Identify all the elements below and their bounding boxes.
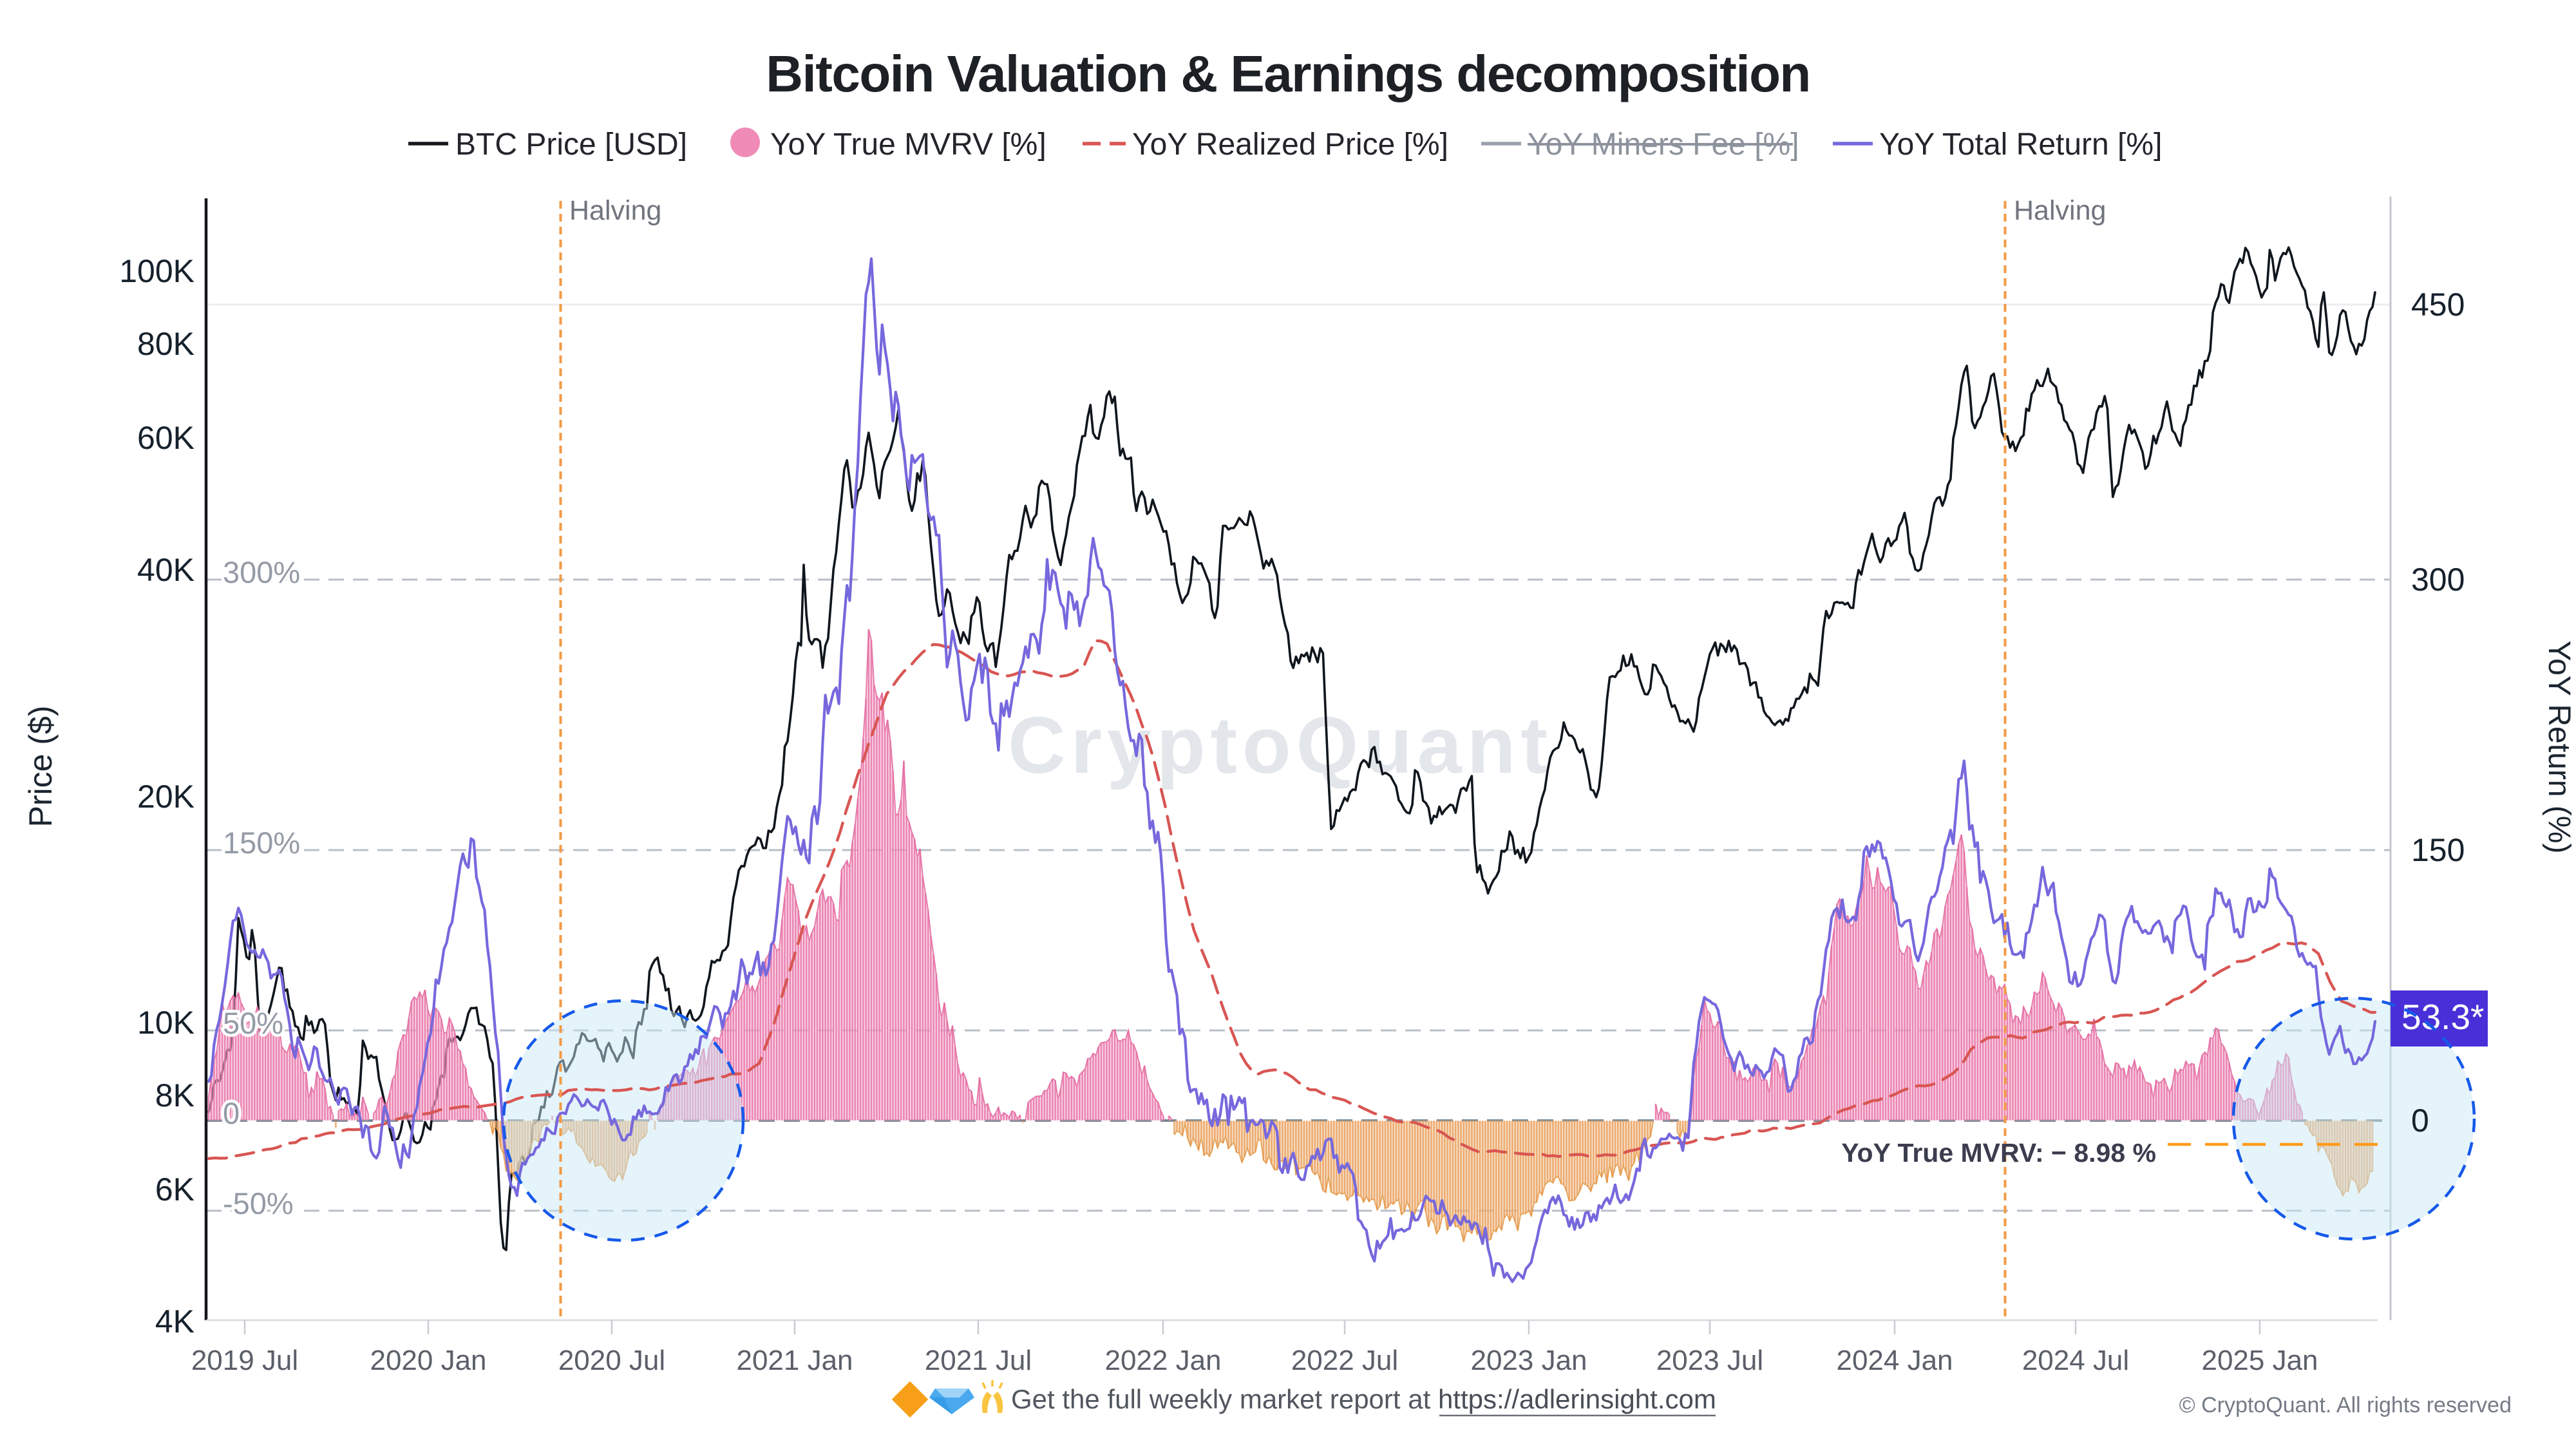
svg-text:40K: 40K: [137, 552, 194, 588]
svg-text:YoY True MVRV: − 8.98 %: YoY True MVRV: − 8.98 %: [1841, 1138, 2156, 1168]
svg-text:2025 Jan: 2025 Jan: [2201, 1345, 2318, 1376]
svg-text:53.3*: 53.3*: [2401, 997, 2484, 1037]
svg-text:YoY Realized Price [%]: YoY Realized Price [%]: [1132, 128, 1448, 162]
svg-text:2023 Jan: 2023 Jan: [1470, 1345, 1587, 1376]
svg-text:2019 Jul: 2019 Jul: [191, 1345, 298, 1376]
svg-text:YoY True MVRV [%]: YoY True MVRV [%]: [770, 128, 1046, 162]
svg-text:Price ($): Price ($): [23, 706, 59, 828]
svg-text:60K: 60K: [137, 420, 194, 456]
svg-text:300%: 300%: [223, 555, 300, 589]
svg-text:-50%: -50%: [223, 1186, 294, 1220]
svg-text:0: 0: [223, 1096, 240, 1130]
svg-text:300: 300: [2411, 562, 2465, 598]
svg-text:2021 Jan: 2021 Jan: [736, 1345, 853, 1376]
svg-text:© CryptoQuant. All rights rese: © CryptoQuant. All rights reserved: [2179, 1393, 2512, 1417]
svg-text:80K: 80K: [137, 326, 194, 362]
svg-text:2020 Jul: 2020 Jul: [558, 1345, 665, 1376]
svg-text:4K: 4K: [155, 1303, 194, 1340]
svg-text:450: 450: [2411, 287, 2465, 323]
svg-text:8K: 8K: [155, 1077, 194, 1113]
svg-text:2024 Jan: 2024 Jan: [1836, 1345, 1953, 1376]
svg-text:20K: 20K: [137, 779, 194, 815]
svg-text:50%: 50%: [223, 1006, 283, 1040]
svg-text:CryptoQuant: CryptoQuant: [1008, 701, 1553, 790]
svg-text:Get the full weekly market rep: Get the full weekly market report at htt…: [1011, 1384, 1716, 1414]
svg-text:2022 Jul: 2022 Jul: [1291, 1345, 1398, 1376]
svg-text:2022 Jan: 2022 Jan: [1104, 1345, 1221, 1376]
svg-text:YoY Return (%): YoY Return (%): [2542, 641, 2576, 854]
svg-text:150%: 150%: [223, 826, 300, 860]
svg-text:YoY Total Return [%]: YoY Total Return [%]: [1879, 128, 2162, 162]
svg-text:2024 Jul: 2024 Jul: [2022, 1345, 2129, 1376]
svg-text:Halving: Halving: [569, 195, 661, 226]
svg-text:2020 Jan: 2020 Jan: [370, 1345, 486, 1376]
svg-text:2023 Jul: 2023 Jul: [1656, 1345, 1763, 1376]
svg-text:6K: 6K: [155, 1171, 194, 1208]
svg-text:Halving: Halving: [2014, 195, 2106, 226]
svg-text:0: 0: [2411, 1103, 2429, 1139]
svg-text:150: 150: [2411, 832, 2465, 868]
svg-text:10K: 10K: [137, 1005, 194, 1041]
svg-text:2021 Jul: 2021 Jul: [925, 1345, 1032, 1376]
svg-text:Bitcoin Valuation & Earnings d: Bitcoin Valuation & Earnings decompositi…: [766, 45, 1810, 102]
svg-text:100K: 100K: [119, 253, 194, 289]
svg-text:BTC Price [USD]: BTC Price [USD]: [455, 128, 687, 162]
